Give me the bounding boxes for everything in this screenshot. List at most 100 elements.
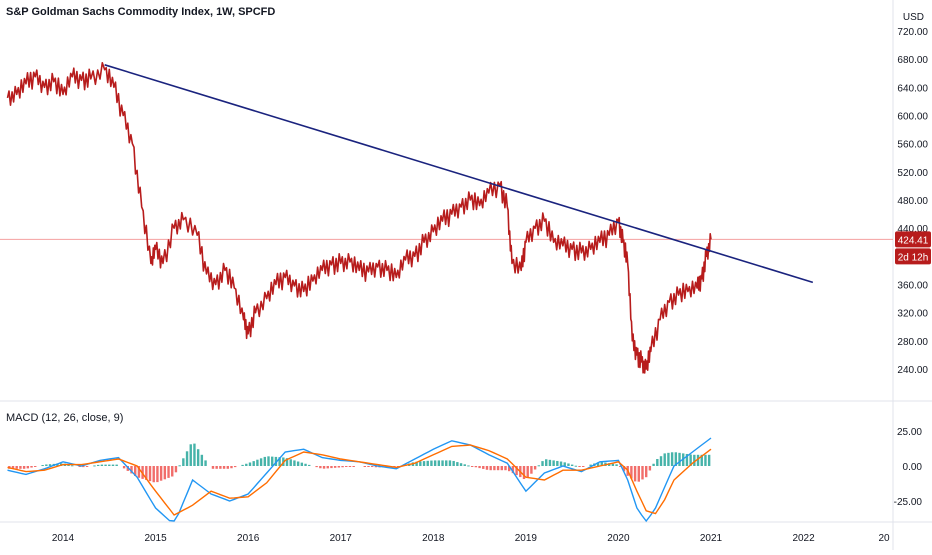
macd-histogram-bar bbox=[178, 465, 181, 467]
macd-histogram-bar bbox=[26, 466, 30, 469]
macd-histogram-bar bbox=[707, 454, 711, 466]
macd-histogram-bar bbox=[526, 466, 529, 478]
macd-histogram-bar bbox=[678, 452, 681, 466]
macd-histogram-bar bbox=[93, 465, 96, 467]
macd-histogram-bar bbox=[19, 466, 22, 469]
macd-histogram-bar bbox=[489, 466, 492, 471]
macd-histogram-bar bbox=[78, 466, 81, 467]
macd-histogram-bar bbox=[674, 452, 678, 466]
macd-histogram-bar bbox=[589, 464, 592, 466]
macd-histogram-bar bbox=[545, 459, 548, 466]
macd-histogram-bar bbox=[333, 466, 337, 468]
macd-histogram-bar bbox=[559, 461, 563, 466]
macd-histogram-bar bbox=[637, 466, 640, 482]
macd-histogram-bar bbox=[304, 463, 307, 466]
macd-histogram-bar bbox=[196, 449, 200, 466]
macd-histogram-bar bbox=[470, 466, 474, 467]
macd-histogram-bar bbox=[263, 456, 267, 466]
signal-line[interactable] bbox=[7, 444, 712, 516]
macd-histogram-bar bbox=[474, 466, 478, 468]
macd-histogram-bar bbox=[348, 466, 352, 467]
macd-histogram-bar bbox=[441, 460, 444, 466]
macd-histogram-bar bbox=[430, 460, 433, 466]
macd-histogram-bar bbox=[134, 466, 137, 476]
macd-histogram-bar bbox=[563, 462, 566, 466]
macd-histogram-bar bbox=[648, 466, 652, 471]
last-price-tag-label: 424.41 bbox=[898, 235, 929, 246]
y-tick-label: 560.00 bbox=[897, 140, 928, 151]
x-tick-label: 2022 bbox=[792, 533, 815, 544]
macd-histogram-bar bbox=[271, 456, 274, 466]
macd-histogram-bar bbox=[619, 466, 622, 467]
macd-histogram-bar bbox=[326, 466, 329, 469]
macd-histogram-bar bbox=[622, 466, 626, 472]
macd-histogram-bar bbox=[485, 466, 489, 470]
macd-histogram-bar bbox=[659, 456, 663, 466]
price-series-line[interactable] bbox=[6, 62, 712, 374]
macd-histogram-bar bbox=[419, 461, 422, 466]
macd-histogram-bar bbox=[278, 457, 281, 466]
macd-histogram-bar bbox=[452, 460, 455, 466]
trend-line[interactable] bbox=[104, 64, 814, 284]
macd-histogram-bar bbox=[541, 461, 544, 466]
macd-histogram-bar bbox=[322, 466, 326, 469]
macd-histogram-bar bbox=[267, 456, 270, 466]
macd-histogram-bar bbox=[537, 465, 541, 467]
macd-histogram-bar bbox=[122, 466, 126, 469]
macd-histogram-bar bbox=[426, 460, 429, 466]
x-tick-label: 2019 bbox=[515, 533, 538, 544]
macd-histogram-bar bbox=[615, 464, 618, 466]
countdown-tag bbox=[895, 248, 931, 265]
macd-histogram-bar bbox=[437, 460, 441, 466]
macd-histogram-bar bbox=[48, 464, 52, 466]
macd-histogram-bar bbox=[111, 464, 115, 466]
macd-histogram-bar bbox=[245, 463, 248, 466]
macd-histogram-bar bbox=[308, 464, 311, 466]
macd-histogram-bar bbox=[296, 461, 300, 466]
macd-histogram-bar bbox=[567, 463, 570, 466]
macd-y-tick-label: 25.00 bbox=[897, 427, 922, 438]
macd-histogram-bar bbox=[463, 464, 466, 466]
currency-label: USD bbox=[903, 12, 924, 23]
macd-histogram-bar bbox=[300, 462, 304, 466]
macd-histogram-bar bbox=[104, 464, 107, 466]
macd-histogram-bar bbox=[289, 459, 292, 466]
macd-histogram-bar bbox=[522, 466, 526, 480]
macd-histogram-bar bbox=[248, 462, 252, 466]
macd-histogram-bar bbox=[630, 466, 633, 479]
macd-histogram-bar bbox=[167, 466, 170, 478]
macd-histogram-bar bbox=[82, 466, 85, 468]
macd-histogram-bar bbox=[596, 462, 600, 466]
macd-histogram-bar bbox=[145, 466, 148, 480]
macd-histogram-bar bbox=[611, 463, 615, 466]
y-tick-label: 360.00 bbox=[897, 281, 928, 292]
macd-histogram-bar bbox=[496, 466, 500, 471]
macd-y-tick-label: -25.00 bbox=[894, 497, 923, 508]
macd-histogram-bar bbox=[515, 466, 518, 476]
macd-histogram-bar bbox=[115, 464, 118, 466]
macd-histogram-bar bbox=[226, 466, 229, 469]
macd-histogram-bar bbox=[252, 461, 255, 466]
macd-histogram-bar bbox=[467, 465, 470, 467]
macd-histogram-bar bbox=[422, 461, 426, 466]
macd-line[interactable] bbox=[7, 437, 712, 523]
macd-histogram-bar bbox=[34, 466, 37, 467]
macd-histogram-bar bbox=[211, 466, 215, 469]
macd-histogram-bar bbox=[700, 454, 703, 466]
macd-histogram-bar bbox=[200, 454, 204, 466]
x-tick-label: 2018 bbox=[422, 533, 445, 544]
macd-histogram-bar bbox=[126, 466, 129, 471]
macd-histogram-bar bbox=[667, 452, 670, 466]
macd-histogram-bar bbox=[578, 466, 581, 467]
macd-histogram-bar bbox=[85, 466, 89, 467]
macd-histogram-bar bbox=[130, 466, 133, 474]
macd-histogram-bar bbox=[222, 466, 226, 469]
x-tick-label: 20 bbox=[878, 533, 890, 544]
macd-histogram-bar bbox=[241, 464, 244, 466]
macd-histogram-bar bbox=[159, 466, 163, 481]
macd-histogram-bar bbox=[367, 466, 370, 467]
macd-histogram-bar bbox=[374, 466, 378, 468]
macd-histogram-bar bbox=[600, 462, 603, 466]
